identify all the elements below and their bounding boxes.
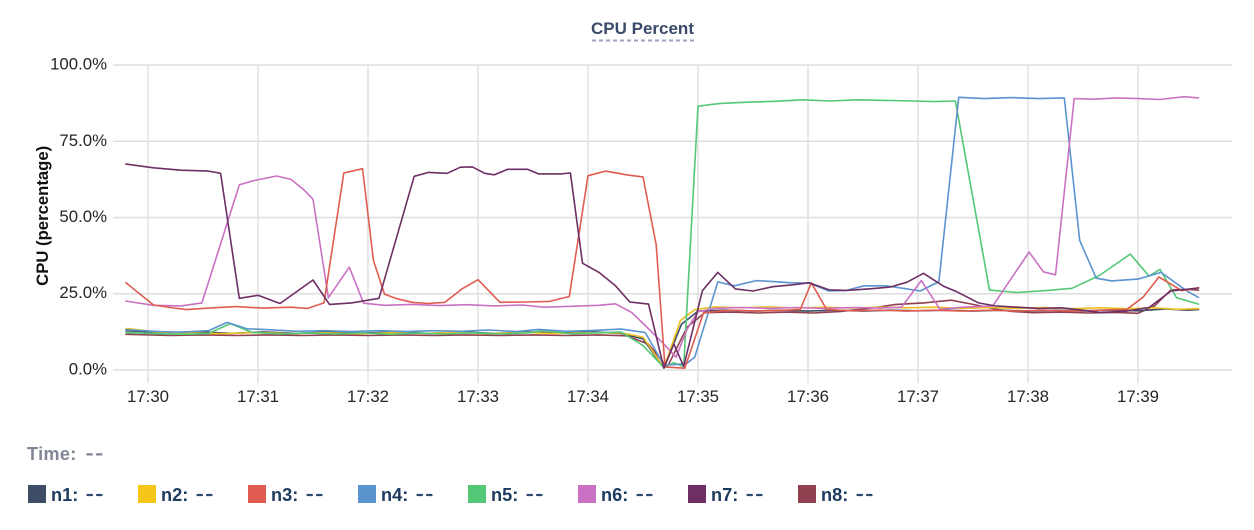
svg-text:17:31: 17:31 — [237, 387, 279, 406]
svg-text:75.0%: 75.0% — [59, 131, 107, 150]
svg-text:17:33: 17:33 — [457, 387, 499, 406]
svg-text:CPU (percentage): CPU (percentage) — [33, 146, 52, 286]
svg-text:17:36: 17:36 — [787, 387, 829, 406]
svg-text:25.0%: 25.0% — [59, 283, 107, 302]
svg-text:17:34: 17:34 — [567, 387, 609, 406]
svg-text:n6:: n6: — [601, 485, 628, 505]
svg-text:n7:: n7: — [711, 485, 738, 505]
svg-text:n2:: n2: — [161, 485, 188, 505]
svg-text:n5:: n5: — [491, 485, 518, 505]
svg-text:100.0%: 100.0% — [50, 55, 107, 74]
svg-text:n3:: n3: — [271, 485, 298, 505]
svg-text:n8:: n8: — [821, 485, 848, 505]
svg-text:0.0%: 0.0% — [69, 360, 107, 379]
svg-text:50.0%: 50.0% — [59, 207, 107, 226]
svg-text:n4:: n4: — [381, 485, 408, 505]
svg-text:17:30: 17:30 — [127, 387, 169, 406]
svg-text:17:39: 17:39 — [1117, 387, 1159, 406]
svg-text:CPU Percent: CPU Percent — [591, 19, 694, 38]
svg-text:n1:: n1: — [51, 485, 78, 505]
svg-text:Time:: Time: — [27, 444, 77, 464]
svg-text:17:35: 17:35 — [677, 387, 719, 406]
svg-text:17:38: 17:38 — [1007, 387, 1049, 406]
svg-text:17:32: 17:32 — [347, 387, 389, 406]
svg-text:17:37: 17:37 — [897, 387, 939, 406]
